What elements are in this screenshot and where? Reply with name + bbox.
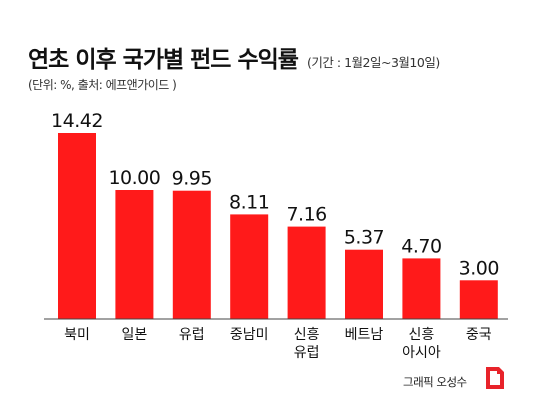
bar-value-label: 10.00 bbox=[108, 167, 160, 189]
bar bbox=[58, 133, 96, 319]
bar-value-label: 5.37 bbox=[344, 227, 384, 249]
bar bbox=[345, 249, 383, 319]
category-label: 신흥 아시아 bbox=[402, 327, 441, 361]
unit-source-note: (단위: %, 출처: 에프앤가이드 ) bbox=[28, 78, 177, 92]
newspaper-logo-icon bbox=[486, 367, 504, 389]
bar bbox=[115, 190, 154, 319]
bar bbox=[230, 214, 269, 319]
category-label: 신흥 유럽 bbox=[294, 327, 320, 361]
bar bbox=[402, 258, 441, 319]
bar-value-label: 7.16 bbox=[286, 204, 326, 226]
bar bbox=[172, 190, 211, 319]
bar bbox=[459, 280, 498, 319]
bar-value-label: 9.95 bbox=[172, 168, 212, 190]
bar bbox=[287, 226, 326, 319]
bar-value-label: 4.70 bbox=[401, 235, 441, 257]
category-label: 중남미 bbox=[230, 327, 269, 343]
chart-subtitle: (기간 : 1월2일~3월10일) bbox=[307, 55, 440, 70]
category-label: 일본 bbox=[122, 327, 148, 343]
bar-value-label: 14.42 bbox=[51, 110, 103, 132]
bar-value-label: 8.11 bbox=[229, 191, 269, 213]
category-label: 북미 bbox=[64, 327, 90, 343]
category-label: 베트남 bbox=[345, 327, 384, 343]
title-row: 연초 이후 국가별 펀드 수익률 (기간 : 1월2일~3월10일) bbox=[28, 40, 440, 74]
graphic-credit: 그래픽 오성수 bbox=[403, 375, 467, 389]
chart-title: 연초 이후 국가별 펀드 수익률 bbox=[28, 47, 299, 73]
category-label: 중국 bbox=[466, 327, 492, 343]
category-label: 유럽 bbox=[179, 327, 205, 343]
bar-value-label: 3.00 bbox=[459, 257, 499, 279]
